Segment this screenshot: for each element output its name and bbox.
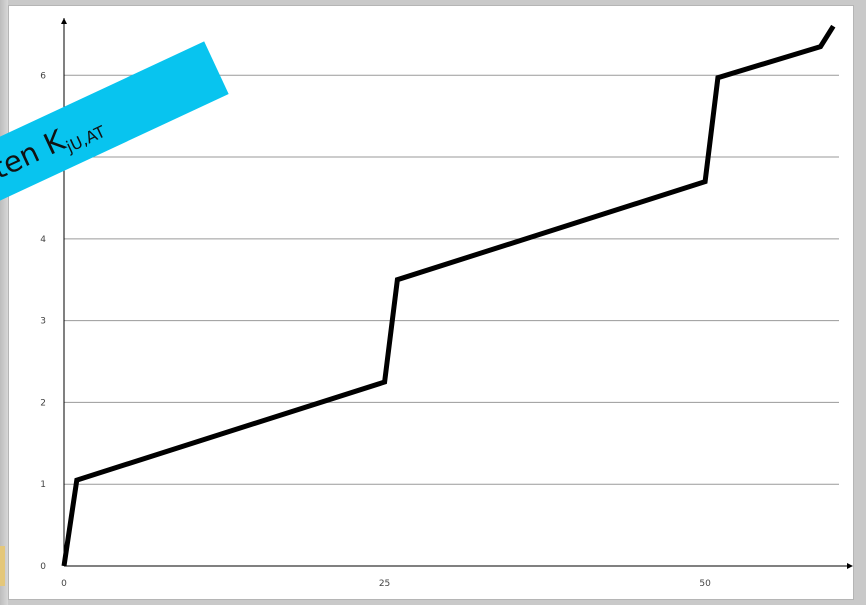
- grid-lines: [64, 74, 839, 485]
- series-lines: [61, 24, 836, 567]
- y-tick-label-6: 6: [40, 71, 46, 81]
- banner-subscript: jU,AT: [63, 121, 109, 157]
- left-border-strip: [0, 0, 8, 605]
- y-tick-label-4: 4: [40, 235, 46, 245]
- y-tick-label-1: 1: [40, 480, 46, 490]
- series-line-0: [61, 24, 836, 567]
- decorative-corner: [0, 546, 5, 586]
- x-tick-label-25: 25: [379, 579, 390, 589]
- tick-labels: 0 1 2 3 4 6 0 25 50: [40, 71, 711, 589]
- y-tick-label-0: 0: [40, 562, 46, 572]
- y-axis-arrow: [61, 18, 67, 24]
- x-tick-label-0: 0: [61, 579, 67, 589]
- x-axis-arrow: [847, 563, 853, 569]
- y-tick-label-3: 3: [40, 317, 46, 327]
- x-tick-label-50: 50: [699, 579, 711, 589]
- y-tick-label-2: 2: [40, 398, 46, 408]
